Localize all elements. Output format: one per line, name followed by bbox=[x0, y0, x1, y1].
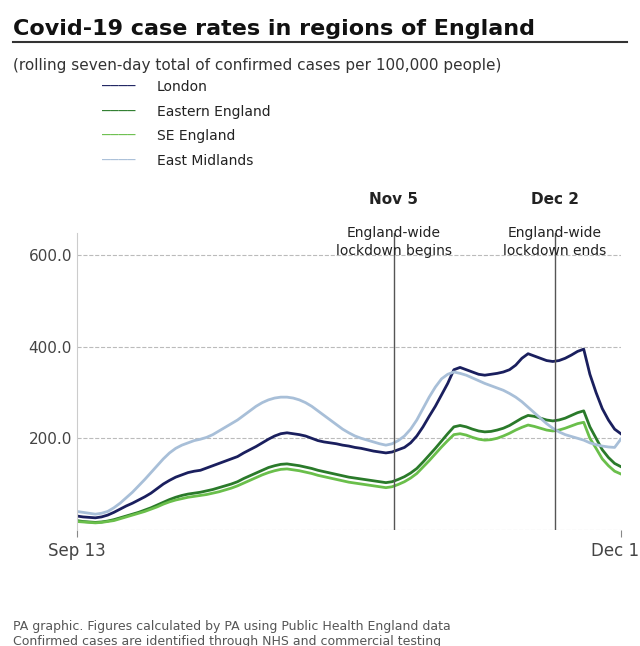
Text: ————: ———— bbox=[102, 80, 136, 94]
Text: London: London bbox=[157, 80, 207, 94]
Text: (rolling seven-day total of confirmed cases per 100,000 people): (rolling seven-day total of confirmed ca… bbox=[13, 58, 501, 73]
Text: Covid-19 case rates in regions of England: Covid-19 case rates in regions of Englan… bbox=[13, 19, 535, 39]
Text: ————: ———— bbox=[102, 154, 136, 168]
Text: Dec 2: Dec 2 bbox=[531, 192, 579, 207]
Text: PA graphic. Figures calculated by PA using Public Health England data
Confirmed : PA graphic. Figures calculated by PA usi… bbox=[13, 620, 451, 646]
Text: East Midlands: East Midlands bbox=[157, 154, 253, 168]
Text: ————: ———— bbox=[102, 129, 136, 143]
Text: ————: ———— bbox=[102, 105, 136, 119]
Text: Eastern England: Eastern England bbox=[157, 105, 271, 119]
Text: England-wide
lockdown begins: England-wide lockdown begins bbox=[335, 226, 452, 258]
Text: Nov 5: Nov 5 bbox=[369, 192, 418, 207]
Text: England-wide
lockdown ends: England-wide lockdown ends bbox=[504, 226, 607, 258]
Text: SE England: SE England bbox=[157, 129, 235, 143]
